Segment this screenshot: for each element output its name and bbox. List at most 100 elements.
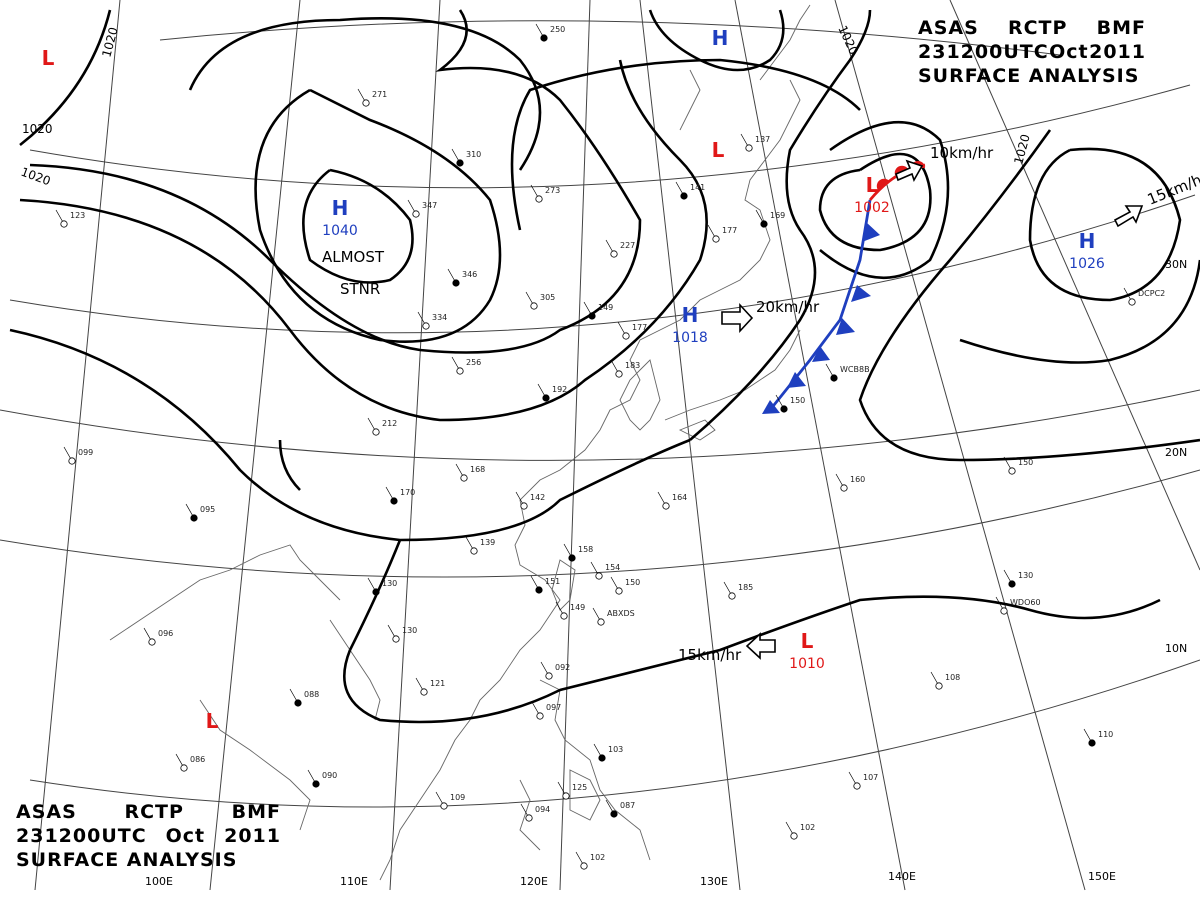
station-circle-icon (598, 754, 606, 762)
station-value: 139 (480, 538, 495, 547)
pressure-value: 1026 (1069, 256, 1105, 272)
longitude-label: 140E (888, 870, 916, 883)
station-plot: 305 (525, 291, 555, 310)
station-value: 107 (863, 773, 878, 782)
pressure-value: 1040 (322, 223, 358, 239)
station-circle-icon (520, 502, 528, 510)
station-circle-icon (456, 367, 464, 375)
chart-title-top-right: ASAS RCTP BMF 231200UTC Oct 2011 SURFACE… (918, 16, 1146, 88)
station-circle-icon (535, 586, 543, 594)
isobar-label: 1020 (19, 165, 52, 189)
station-value: 087 (620, 801, 635, 810)
motion-arrow-icon (1113, 205, 1144, 228)
station-value: 103 (608, 745, 623, 754)
station-value: 310 (466, 150, 481, 159)
station-circle-icon (1128, 298, 1136, 306)
station-plot: 121 (415, 677, 445, 696)
station-value: 168 (470, 465, 485, 474)
station-circle-icon (535, 195, 543, 203)
title-time: 231200UTC (918, 41, 1049, 63)
cold-front-triangle (762, 400, 780, 414)
coastlines (109, 4, 811, 881)
station-value: 130 (382, 579, 397, 588)
longitude-label: 120E (520, 875, 548, 888)
title-agency: ASAS (16, 801, 77, 823)
station-circle-icon (588, 312, 596, 320)
station-plot: 164 (657, 491, 687, 510)
station-plot: 130 (387, 624, 417, 643)
station-circle-icon (372, 588, 380, 596)
chart-title-bottom-left: ASAS RCTP BMF 231200UTC Oct 2011 SURFACE… (16, 800, 281, 872)
station-circle-icon (622, 332, 630, 340)
station-circle-icon (60, 220, 68, 228)
motion-arrow-icon (895, 159, 924, 182)
station-value: 097 (546, 703, 561, 712)
low-pressure-symbol: L (801, 629, 814, 653)
station-circle-icon (456, 159, 464, 167)
station-circle-icon (853, 782, 861, 790)
station-plot: 170 (385, 486, 415, 505)
stnr-label: STNR (340, 280, 380, 298)
cold-front (762, 199, 880, 414)
station-value: 227 (620, 241, 635, 250)
station-value: 142 (530, 493, 545, 502)
station-circle-icon (390, 497, 398, 505)
station-value: 149 (570, 603, 585, 612)
title-line-2: 231200UTC Oct 2011 (918, 40, 1146, 64)
station-circle-icon (1000, 607, 1008, 615)
station-plot: 130 (367, 577, 397, 596)
station-circle-icon (440, 802, 448, 810)
motion-arrow-icon (745, 632, 776, 660)
station-plot: DCPC2 (1123, 287, 1165, 306)
station-plot: 177 (617, 321, 647, 340)
station-value: 346 (462, 270, 477, 279)
station-circle-icon (525, 814, 533, 822)
isobar-label: 1020 (835, 23, 861, 57)
station-plot: WCB8B (825, 363, 870, 382)
station-plot: 141 (675, 181, 705, 200)
station-circle-icon (460, 474, 468, 482)
title-type: SURFACE ANALYSIS (16, 849, 238, 871)
station-circle-icon (840, 484, 848, 492)
station-value: 086 (190, 755, 205, 764)
station-value: 169 (770, 211, 785, 220)
station-value: 305 (540, 293, 555, 302)
station-plot: 097 (531, 701, 561, 720)
station-plot: 273 (530, 184, 560, 203)
stationary-annotation: ALMOST STNR (322, 248, 385, 298)
station-circle-icon (830, 374, 838, 382)
title-line-3: SURFACE ANALYSIS (16, 848, 281, 872)
low-pressure-symbol: L (712, 138, 725, 162)
low-pressure-symbol: L (866, 173, 879, 197)
station-plot: 150 (610, 576, 640, 595)
station-plot: 108 (930, 671, 960, 690)
station-value: 271 (372, 90, 387, 99)
station-value: 177 (722, 226, 737, 235)
station-plot: 347 (407, 199, 437, 218)
station-plot: 086 (175, 753, 205, 772)
station-plot: 212 (367, 417, 397, 436)
station-circle-icon (68, 457, 76, 465)
station-circle-icon (545, 672, 553, 680)
station-value: 137 (755, 135, 770, 144)
station-plot: 125 (557, 781, 587, 800)
low-pressure-symbol: L (206, 709, 219, 733)
station-circle-icon (728, 592, 736, 600)
station-plot: 139 (465, 536, 495, 555)
station-plot: 160 (835, 473, 865, 492)
station-circle-icon (595, 572, 603, 580)
station-value: WCB8B (840, 365, 870, 374)
station-value: 151 (545, 577, 560, 586)
graticule-labels: 100E 110E 120E 130E 140E 150E 30N 20N 10… (145, 258, 1187, 888)
station-plot: 142 (515, 491, 545, 510)
longitude-grid (34, 0, 1200, 891)
station-plots: 250 271 347 310 273 227 346 334 305 149 177 183 192 2… (55, 23, 1165, 870)
station-circle-icon (1008, 467, 1016, 475)
title-line-2: 231200UTC Oct 2011 (16, 824, 281, 848)
station-circle-icon (760, 220, 768, 228)
station-plot: 177 (707, 224, 737, 243)
motion-speed-label: 10km/hr (930, 144, 994, 162)
station-value: 250 (550, 25, 565, 34)
station-value: 150 (625, 578, 640, 587)
